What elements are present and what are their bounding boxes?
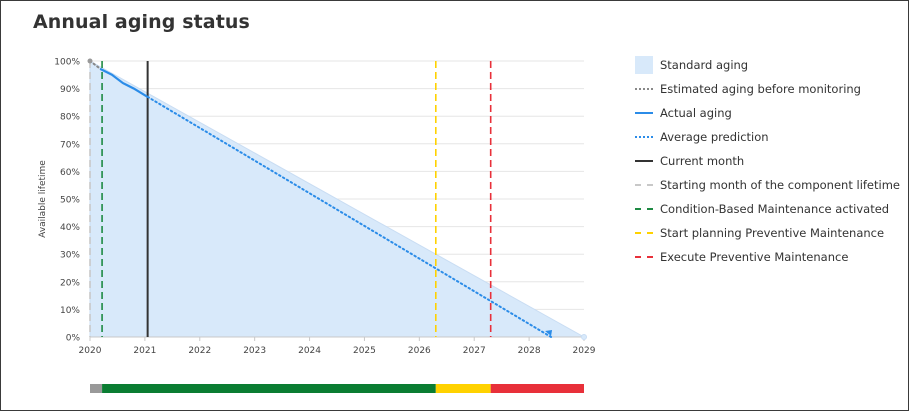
y-tick-label: 10% — [60, 306, 80, 316]
y-tick-label: 80% — [60, 113, 80, 123]
legend-swatch — [635, 56, 653, 74]
x-tick-label: 2026 — [408, 346, 431, 356]
legend-label: Starting month of the component lifetime — [660, 178, 900, 192]
y-tick-label: 50% — [60, 196, 80, 206]
start-point-dot — [87, 58, 93, 64]
legend-item: Current month — [635, 152, 900, 176]
series-average-prediction — [146, 95, 553, 338]
legend-item: Estimated aging before monitoring — [635, 80, 900, 104]
chart-legend: Standard aging Estimated aging before mon… — [635, 56, 900, 272]
status-bar-segment — [435, 384, 491, 393]
status-bar-segment — [102, 384, 436, 393]
y-tick-label: 20% — [60, 278, 80, 288]
x-tick-label: 2022 — [188, 346, 211, 356]
legend-label: Condition-Based Maintenance activated — [660, 202, 890, 216]
legend-item: Execute Preventive Maintenance — [635, 248, 900, 272]
legend-item: Starting month of the component lifetime — [635, 176, 900, 200]
legend-swatch — [635, 184, 653, 186]
y-tick-label: 30% — [60, 251, 80, 261]
y-axis-label: Available lifetime — [38, 160, 48, 238]
standard-end-dot — [581, 334, 587, 340]
status-bar-segment — [490, 384, 584, 393]
y-tick-label: 70% — [60, 140, 80, 150]
y-tick-label: 0% — [66, 334, 81, 344]
prediction-end-arrow — [545, 330, 553, 336]
legend-label: Average prediction — [660, 130, 769, 144]
x-tick-label: 2025 — [353, 346, 376, 356]
legend-swatch — [635, 232, 653, 234]
y-tick-label: 90% — [60, 85, 80, 95]
legend-swatch — [635, 136, 653, 138]
y-tick-label: 40% — [60, 223, 80, 233]
x-tick-label: 2028 — [518, 346, 541, 356]
series-actual-aging — [99, 68, 149, 98]
x-tick-label: 2024 — [298, 346, 321, 356]
legend-swatch — [635, 160, 653, 162]
legend-swatch — [635, 256, 653, 258]
legend-label: Current month — [660, 154, 745, 168]
legend-swatch — [635, 112, 653, 114]
legend-label: Actual aging — [660, 106, 732, 120]
legend-item: Average prediction — [635, 128, 900, 152]
legend-item: Standard aging — [635, 56, 900, 80]
legend-label: Estimated aging before monitoring — [660, 82, 861, 96]
y-tick-label: 60% — [60, 168, 80, 178]
legend-swatch — [635, 88, 653, 90]
legend-label: Execute Preventive Maintenance — [660, 250, 849, 264]
x-tick-label: 2023 — [243, 346, 266, 356]
x-tick-label: 2027 — [463, 346, 486, 356]
legend-swatch — [635, 208, 653, 210]
legend-item: Condition-Based Maintenance activated — [635, 200, 900, 224]
status-bar-segment — [90, 384, 103, 393]
legend-item: Start planning Preventive Maintenance — [635, 224, 900, 248]
x-tick-label: 2020 — [79, 346, 102, 356]
chart-title: Annual aging status — [33, 11, 250, 33]
x-tick-label: 2029 — [573, 346, 596, 356]
x-tick-label: 2021 — [133, 346, 156, 356]
legend-item: Actual aging — [635, 104, 900, 128]
legend-label: Start planning Preventive Maintenance — [660, 226, 885, 240]
legend-label: Standard aging — [660, 58, 749, 72]
y-tick-label: 100% — [54, 58, 80, 68]
